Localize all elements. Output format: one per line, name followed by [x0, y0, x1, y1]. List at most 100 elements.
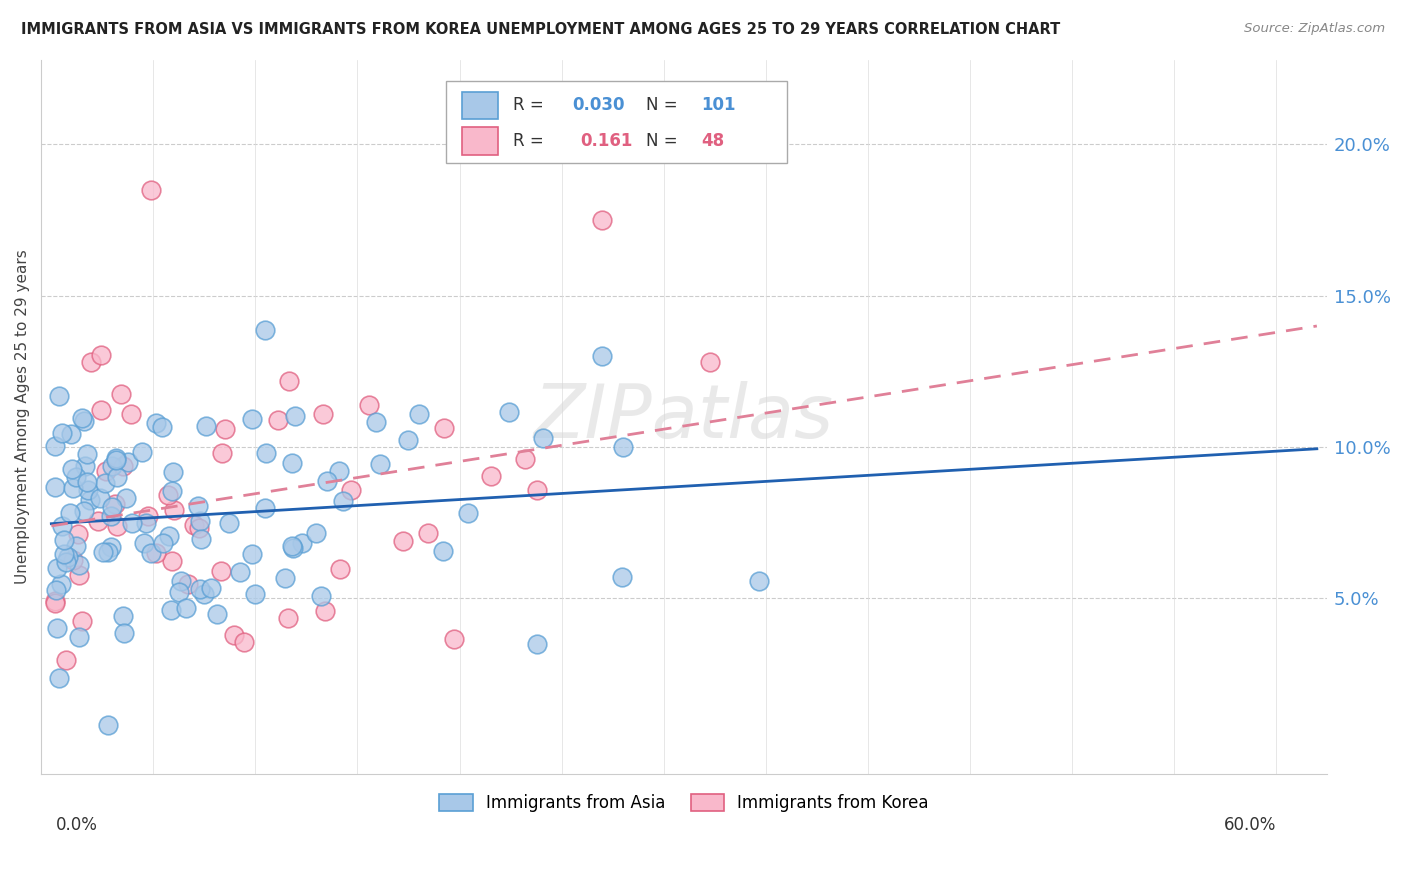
Point	[177, 577, 200, 591]
Point	[104, 497, 127, 511]
Point	[277, 610, 299, 624]
Point	[73, 504, 96, 518]
Point	[205, 607, 228, 622]
Point	[332, 494, 354, 508]
Point	[44, 593, 66, 607]
Point	[55, 653, 77, 667]
Point	[65, 470, 87, 484]
Text: Source: ZipAtlas.com: Source: ZipAtlas.com	[1244, 22, 1385, 36]
Point	[131, 445, 153, 459]
Text: IMMIGRANTS FROM ASIA VS IMMIGRANTS FROM KOREA UNEMPLOYMENT AMONG AGES 25 TO 29 Y: IMMIGRANTS FROM ASIA VS IMMIGRANTS FROM …	[21, 22, 1060, 37]
Point	[112, 609, 135, 624]
Point	[174, 601, 197, 615]
Point	[200, 581, 222, 595]
Point	[97, 717, 120, 731]
Point	[73, 413, 96, 427]
Point	[105, 470, 128, 484]
Point	[60, 427, 83, 442]
Point	[48, 671, 70, 685]
Point	[117, 455, 139, 469]
Point	[157, 528, 180, 542]
Point	[160, 554, 183, 568]
Point	[169, 574, 191, 589]
Point	[51, 519, 73, 533]
Point	[187, 500, 209, 514]
Point	[253, 322, 276, 336]
Point	[591, 349, 613, 363]
Point	[160, 483, 183, 498]
Point	[316, 474, 339, 488]
Point	[314, 604, 336, 618]
Point	[359, 398, 381, 412]
Point	[90, 402, 112, 417]
Point	[193, 587, 215, 601]
Legend: Immigrants from Asia, Immigrants from Korea: Immigrants from Asia, Immigrants from Ko…	[433, 788, 935, 819]
Point	[309, 589, 332, 603]
Point	[104, 450, 127, 465]
Point	[100, 541, 122, 555]
Point	[591, 213, 613, 227]
FancyBboxPatch shape	[461, 92, 498, 119]
Point	[48, 389, 70, 403]
Point	[443, 632, 465, 647]
Point	[291, 536, 314, 550]
Point	[101, 458, 124, 473]
Text: 60.0%: 60.0%	[1223, 816, 1277, 834]
Point	[211, 564, 233, 578]
Point	[87, 514, 110, 528]
Point	[163, 503, 186, 517]
Point	[72, 614, 94, 628]
Point	[121, 516, 143, 530]
Point	[120, 407, 142, 421]
Point	[152, 420, 174, 434]
Point	[94, 476, 117, 491]
Point	[104, 452, 127, 467]
Point	[188, 521, 211, 535]
Point	[457, 506, 479, 520]
Point	[67, 567, 90, 582]
Point	[190, 532, 212, 546]
Point	[76, 447, 98, 461]
FancyBboxPatch shape	[461, 128, 498, 154]
Point	[281, 541, 304, 555]
Point	[305, 525, 328, 540]
Point	[167, 585, 190, 599]
Point	[340, 483, 363, 497]
Point	[531, 432, 554, 446]
Point	[60, 462, 83, 476]
Point	[396, 433, 419, 447]
Point	[228, 565, 250, 579]
Text: 48: 48	[700, 132, 724, 150]
Text: N =: N =	[645, 132, 682, 150]
Point	[253, 501, 276, 516]
Point	[392, 533, 415, 548]
Point	[110, 387, 132, 401]
Point	[194, 419, 217, 434]
Point	[748, 574, 770, 588]
Point	[135, 516, 157, 530]
Point	[44, 583, 66, 598]
Point	[160, 603, 183, 617]
Point	[59, 507, 82, 521]
Point	[274, 571, 297, 585]
Point	[240, 411, 263, 425]
Point	[526, 483, 548, 497]
Point	[139, 546, 162, 560]
Point	[190, 514, 212, 528]
Point	[136, 509, 159, 524]
Point	[416, 525, 439, 540]
Y-axis label: Unemployment Among Ages 25 to 29 years: Unemployment Among Ages 25 to 29 years	[15, 249, 30, 584]
Point	[80, 355, 103, 369]
Point	[114, 491, 136, 505]
Point	[62, 481, 84, 495]
Point	[211, 446, 233, 460]
Point	[312, 407, 335, 421]
Text: 0.0%: 0.0%	[55, 816, 97, 834]
Point	[188, 582, 211, 596]
Point	[162, 465, 184, 479]
Point	[79, 493, 101, 508]
Point	[90, 348, 112, 362]
Point	[96, 545, 118, 559]
Point	[699, 355, 721, 369]
Point	[284, 409, 307, 424]
